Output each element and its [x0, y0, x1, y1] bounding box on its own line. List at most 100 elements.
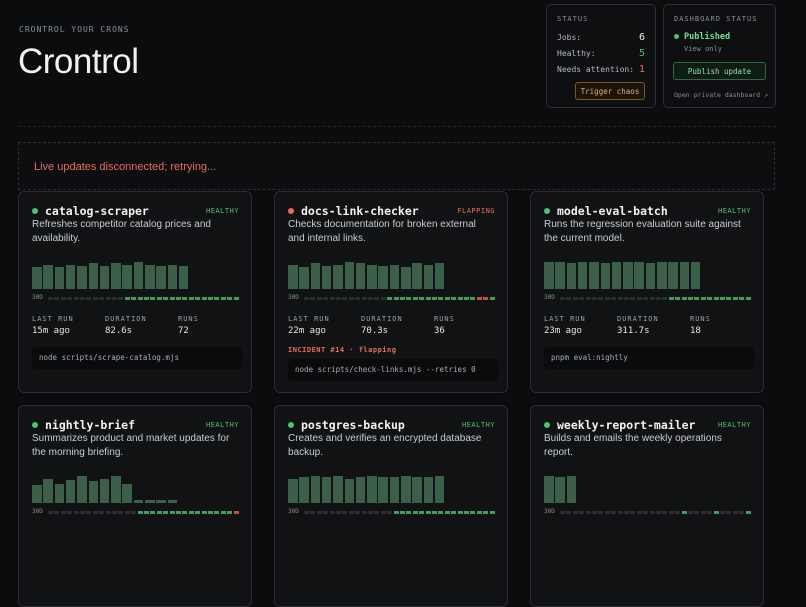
run-history-cell [451, 511, 457, 514]
run-history-cell [566, 297, 572, 300]
run-history-cell [329, 511, 335, 514]
run-history-cell [201, 297, 207, 300]
run-history-cell [233, 511, 239, 514]
job-state-badge: HEALTHY [205, 421, 239, 429]
status-row-healthy: Healthy: 5 [557, 48, 645, 59]
run-history-cell [688, 511, 693, 514]
duration-bar [679, 262, 690, 289]
run-history-cell [86, 297, 92, 300]
duration-label: DURATION [617, 315, 659, 323]
job-name: docs-link-checker [301, 204, 419, 218]
publish-update-button[interactable]: Publish update [673, 62, 766, 80]
run-history-cell [457, 511, 463, 514]
runs-value: 72 [178, 326, 189, 336]
job-card[interactable]: model-eval-batch HEALTHY Runs the regressi… [530, 191, 764, 393]
run-history-cell [598, 297, 604, 300]
job-name: weekly-report-mailer [557, 418, 696, 432]
run-history-cell [464, 511, 469, 514]
run-history-cell [617, 511, 623, 514]
duration-bar-chart [32, 262, 242, 289]
run-history-cell [144, 297, 149, 300]
run-history-cell [649, 297, 655, 300]
run-history-cell [73, 511, 79, 514]
run-history-cell [617, 297, 623, 300]
run-history-cell [585, 297, 591, 300]
strip-label: 30D [288, 294, 299, 301]
duration-bar-chart [544, 262, 754, 289]
run-history-cell [387, 511, 393, 514]
incident-label[interactable]: INCIDENT #14 · flapping [288, 346, 397, 354]
run-history-cell [406, 297, 412, 300]
run-history-cell [444, 511, 450, 514]
run-history-cell [163, 297, 169, 300]
run-history-cell [425, 511, 431, 514]
duration-bar [111, 476, 121, 503]
duration-bar-chart [544, 476, 754, 503]
duration-bar [423, 264, 434, 289]
run-history-cell [419, 511, 425, 514]
run-history-cell [483, 511, 489, 514]
runs-label: RUNS [690, 315, 711, 323]
run-history-cell [489, 297, 495, 300]
run-history-cell [176, 511, 181, 514]
run-history-cell [579, 511, 585, 514]
job-command: node scripts/check-links.mjs --retries 0 [288, 359, 498, 381]
run-history-cell [227, 511, 233, 514]
job-card[interactable]: weekly-report-mailer HEALTHY Builds and em… [530, 405, 764, 607]
run-history-cell [444, 297, 450, 300]
last-run-label: LAST RUN [32, 315, 74, 323]
run-history-cell [464, 297, 469, 300]
status-dot-icon [288, 422, 294, 428]
duration-bar [434, 476, 445, 503]
job-card[interactable]: postgres-backup HEALTHY Creates and verifi… [274, 405, 508, 607]
run-history-cell [592, 511, 597, 514]
run-history-cell [336, 511, 341, 514]
run-history-cell [572, 511, 578, 514]
run-history-cell [675, 511, 681, 514]
duration-bar [99, 266, 110, 289]
run-history-cell [131, 297, 137, 300]
duration-bar [401, 476, 411, 503]
duration-bar [122, 264, 132, 289]
run-history-cell [99, 511, 105, 514]
open-private-dashboard-link[interactable]: Open private dashboard ↗ [674, 91, 768, 99]
run-history-cell [611, 511, 617, 514]
job-card[interactable]: nightly-brief HEALTHY Summarizes product a… [18, 405, 252, 607]
duration-bar [344, 262, 354, 289]
run-history-cell [406, 511, 412, 514]
run-history-cell [700, 297, 706, 300]
job-card[interactable]: docs-link-checker FLAPPING Checks document… [274, 191, 508, 393]
run-history-cell [483, 297, 489, 300]
run-history-cell [329, 297, 335, 300]
run-history-cell [310, 297, 316, 300]
run-history-cell [438, 297, 444, 300]
run-history-cell [457, 297, 463, 300]
duration-bar [156, 266, 166, 289]
run-history-cell [688, 297, 693, 300]
job-state-badge: HEALTHY [205, 207, 239, 215]
run-history-cell [643, 297, 649, 300]
trigger-chaos-button[interactable]: Trigger chaos [575, 82, 645, 100]
status-dot-icon [544, 422, 550, 428]
last-run-label: LAST RUN [288, 315, 330, 323]
run-history-cell [92, 511, 98, 514]
run-history-cell [348, 297, 354, 300]
run-history-cell [624, 511, 629, 514]
run-history-cell [425, 297, 431, 300]
run-history-cell [92, 297, 98, 300]
job-card[interactable]: catalog-scraper HEALTHY Refreshes competit… [18, 191, 252, 393]
run-history-cell [374, 511, 380, 514]
duration-bar [310, 476, 321, 503]
page-eyebrow: CRONTROL YOUR CRONS [19, 25, 130, 34]
job-name: catalog-scraper [45, 204, 149, 218]
published-state: Published [674, 32, 730, 42]
job-description: Checks documentation for broken external… [288, 219, 476, 244]
runs-value: 18 [690, 326, 701, 336]
duration-bar [589, 262, 599, 289]
job-command: pnpm eval:nightly [544, 347, 754, 369]
run-history-cell [355, 511, 361, 514]
run-history-cell [585, 511, 591, 514]
run-history-cell [182, 511, 188, 514]
duration-bar [668, 262, 678, 289]
run-history-cell [80, 297, 85, 300]
